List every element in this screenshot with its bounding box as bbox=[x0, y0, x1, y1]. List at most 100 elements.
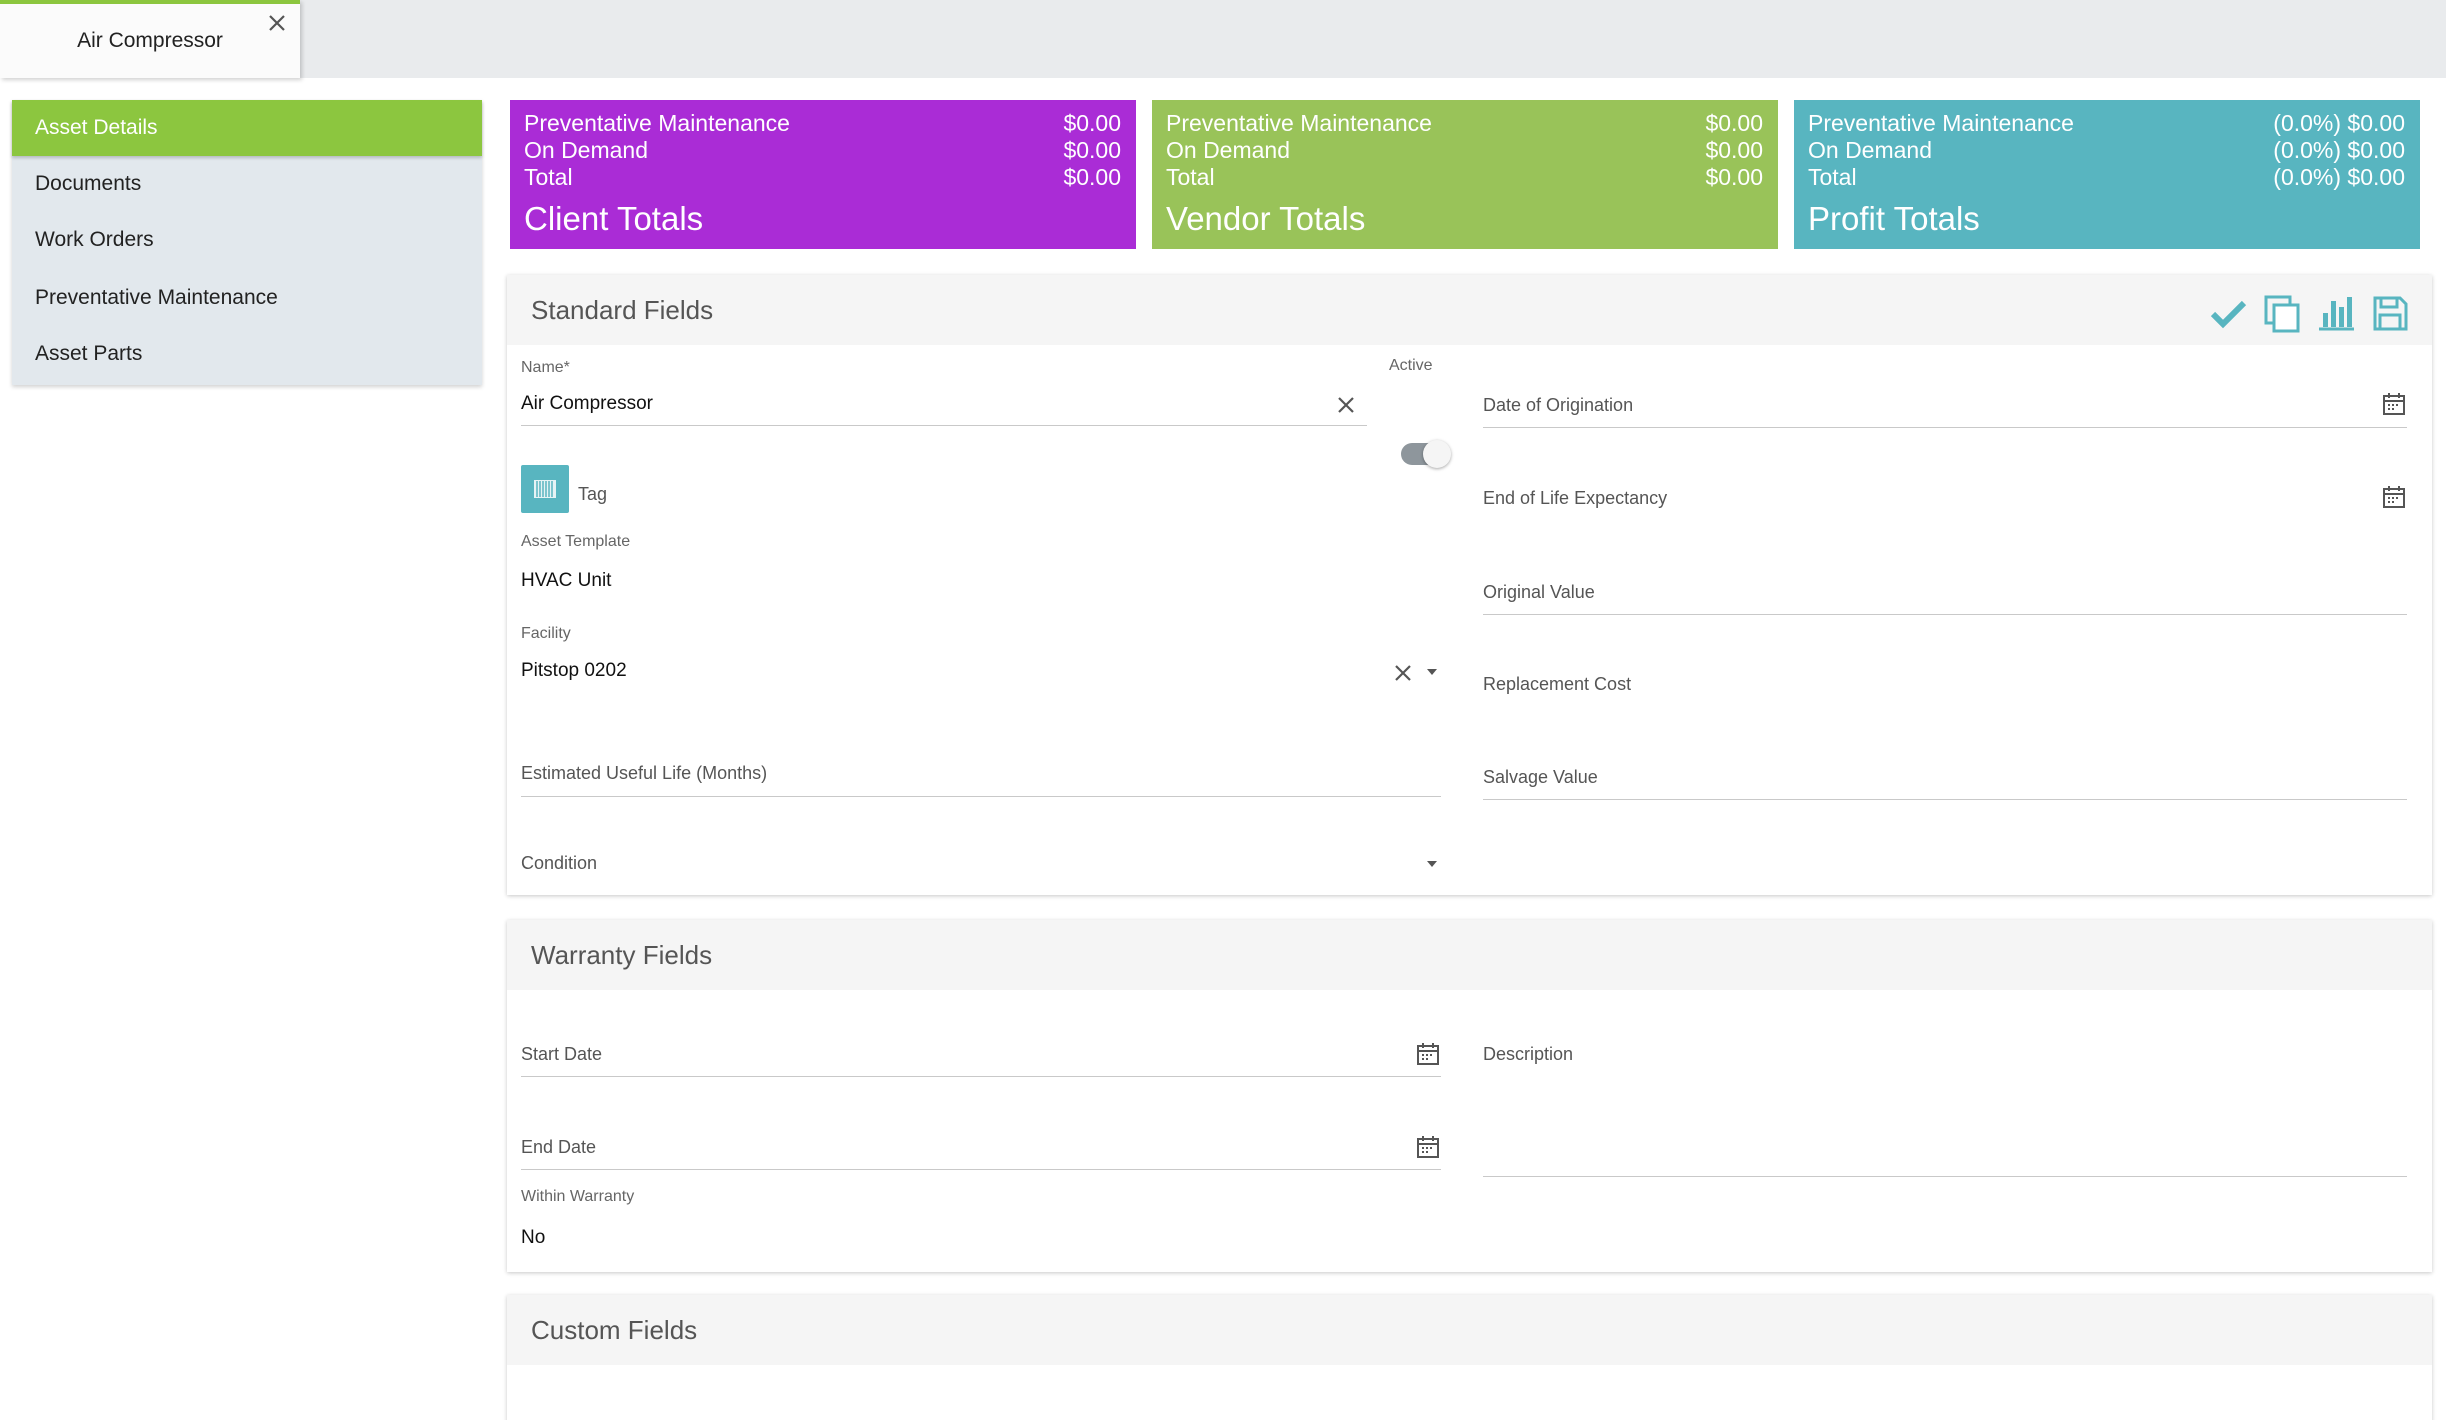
card-title: Profit Totals bbox=[1808, 200, 1980, 237]
active-label: Active bbox=[1389, 357, 1433, 374]
facility-value: Pitstop 0202 bbox=[521, 660, 627, 681]
toggle-knob bbox=[1423, 440, 1451, 468]
sidebar-item-documents[interactable]: Documents bbox=[12, 156, 482, 212]
end-date-label: End Date bbox=[521, 1137, 597, 1157]
start-date-input[interactable]: Start Date bbox=[521, 1035, 1441, 1077]
facility-select[interactable]: Pitstop 0202 bbox=[521, 655, 1441, 691]
panel-title: Standard Fields bbox=[531, 295, 714, 325]
replacement-cost-label: Replacement Cost bbox=[1483, 674, 1632, 694]
replacement-cost-input[interactable]: Replacement Cost bbox=[1483, 665, 2407, 705]
barcode-icon bbox=[534, 480, 556, 498]
useful-life-label: Estimated Useful Life (Months) bbox=[521, 763, 768, 783]
row-value: (0.0%) $0.00 bbox=[2273, 137, 2405, 163]
row-label: On Demand bbox=[524, 137, 649, 163]
row-value: $0.00 bbox=[1705, 137, 1763, 163]
within-warranty-label: Within Warranty bbox=[521, 1188, 635, 1205]
panel-header: Standard Fields bbox=[507, 275, 2432, 345]
vendor-totals-card: Preventative Maintenance $0.00 On Demand $… bbox=[1152, 100, 1778, 249]
close-icon[interactable] bbox=[264, 10, 290, 36]
useful-life-input[interactable]: Estimated Useful Life (Months) bbox=[521, 755, 1441, 797]
end-date-input[interactable]: End Date bbox=[521, 1128, 1441, 1170]
end-of-life-input[interactable]: End of Life Expectancy bbox=[1483, 480, 2407, 520]
salvage-value-label: Salvage Value bbox=[1483, 767, 1598, 787]
client-totals-card: Preventative Maintenance $0.00 On Demand $… bbox=[510, 100, 1136, 249]
row-label: Total bbox=[1808, 164, 1857, 190]
calendar-icon[interactable] bbox=[2381, 391, 2407, 422]
underline bbox=[1483, 427, 2407, 428]
row-value: $0.00 bbox=[1063, 137, 1121, 163]
sidebar-item-work-orders[interactable]: Work Orders bbox=[12, 212, 482, 268]
row-label: Preventative Maintenance bbox=[1166, 110, 1432, 136]
row-label: Preventative Maintenance bbox=[1808, 110, 2074, 136]
within-warranty-value: No bbox=[521, 1227, 546, 1248]
save-icon[interactable] bbox=[2370, 289, 2410, 331]
row-value: $0.00 bbox=[1063, 110, 1121, 136]
check-icon[interactable] bbox=[2208, 289, 2248, 329]
asset-template-value: HVAC Unit bbox=[521, 570, 612, 591]
panel-title: Custom Fields bbox=[531, 1315, 698, 1345]
row-value: (0.0%) $0.00 bbox=[2273, 110, 2405, 136]
original-value-label: Original Value bbox=[1483, 582, 1595, 602]
card-title: Client Totals bbox=[524, 200, 704, 237]
sidebar-item-label: Asset Parts bbox=[35, 342, 143, 365]
row-label: Total bbox=[1166, 164, 1215, 190]
sidebar-item-asset-details[interactable]: Asset Details bbox=[12, 100, 482, 156]
underline bbox=[1483, 614, 2407, 615]
row-value: (0.0%) $0.00 bbox=[2273, 164, 2405, 190]
panel-title: Warranty Fields bbox=[531, 940, 713, 970]
sidebar-item-label: Preventative Maintenance bbox=[35, 286, 278, 309]
row-label: On Demand bbox=[1808, 137, 1933, 163]
date-origination-label: Date of Origination bbox=[1483, 395, 1634, 415]
facility-label: Facility bbox=[521, 625, 571, 642]
sidebar-item-label: Documents bbox=[35, 172, 142, 195]
row-value: $0.00 bbox=[1705, 164, 1763, 190]
chevron-down-icon[interactable] bbox=[1425, 857, 1439, 876]
underline bbox=[1483, 1176, 2407, 1177]
underline bbox=[521, 1169, 1441, 1170]
panel-header: Warranty Fields bbox=[507, 920, 2432, 990]
panel-header: Custom Fields bbox=[507, 1295, 2432, 1365]
sidebar: Asset Details Documents Work Orders Prev… bbox=[12, 100, 482, 385]
name-value: Air Compressor bbox=[521, 393, 653, 414]
clear-icon[interactable] bbox=[1334, 393, 1358, 422]
end-of-life-label: End of Life Expectancy bbox=[1483, 488, 1668, 508]
tab-air-compressor[interactable]: Air Compressor bbox=[0, 0, 300, 78]
row-label: Preventative Maintenance bbox=[524, 110, 790, 136]
active-toggle[interactable] bbox=[1395, 438, 1451, 470]
calendar-icon[interactable] bbox=[1415, 1041, 1441, 1072]
calendar-icon[interactable] bbox=[1415, 1134, 1441, 1165]
custom-fields-panel: Custom Fields bbox=[507, 1295, 2432, 1420]
calendar-icon[interactable] bbox=[2381, 484, 2407, 515]
chevron-down-icon[interactable] bbox=[1425, 665, 1439, 684]
start-date-label: Start Date bbox=[521, 1044, 603, 1064]
description-textarea[interactable]: Description bbox=[1483, 1035, 2407, 1177]
panel-toolbar bbox=[2208, 289, 2410, 333]
underline bbox=[521, 425, 1367, 426]
name-input[interactable]: Air Compressor bbox=[521, 385, 1367, 426]
card-title: Vendor Totals bbox=[1166, 200, 1366, 237]
description-label: Description bbox=[1483, 1044, 1574, 1064]
row-value: $0.00 bbox=[1705, 110, 1763, 136]
copy-icon[interactable] bbox=[2262, 289, 2302, 333]
sidebar-item-preventative-maintenance[interactable]: Preventative Maintenance bbox=[12, 270, 482, 326]
tag-label: Tag bbox=[578, 484, 608, 504]
asset-template-label: Asset Template bbox=[521, 533, 631, 550]
original-value-input[interactable]: Original Value bbox=[1483, 573, 2407, 615]
profit-totals-card: Preventative Maintenance (0.0%) $0.00 On … bbox=[1794, 100, 2420, 249]
clear-icon[interactable] bbox=[1391, 661, 1415, 690]
tag-button[interactable] bbox=[521, 465, 569, 513]
sidebar-item-label: Work Orders bbox=[35, 228, 154, 251]
warranty-fields-panel: Warranty Fields Start Date End Date With… bbox=[507, 920, 2432, 1272]
sidebar-item-asset-parts[interactable]: Asset Parts bbox=[12, 326, 482, 382]
date-origination-input[interactable]: Date of Origination bbox=[1483, 387, 2407, 428]
standard-fields-panel: Standard Fields Name* Air Compressor Act… bbox=[507, 275, 2432, 895]
bar-chart-icon[interactable] bbox=[2316, 289, 2356, 331]
condition-select[interactable]: Condition bbox=[521, 845, 1441, 881]
row-value: $0.00 bbox=[1063, 164, 1121, 190]
underline bbox=[1483, 799, 2407, 800]
salvage-value-input[interactable]: Salvage Value bbox=[1483, 758, 2407, 800]
underline bbox=[521, 796, 1441, 797]
name-label: Name* bbox=[521, 359, 570, 376]
row-label: On Demand bbox=[1166, 137, 1291, 163]
row-label: Total bbox=[524, 164, 573, 190]
